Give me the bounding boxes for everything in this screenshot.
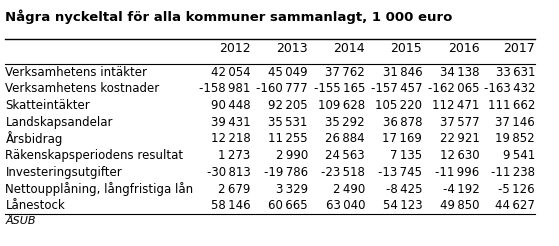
Text: 63 040: 63 040 xyxy=(325,199,365,212)
Text: Landskapsandelar: Landskapsandelar xyxy=(6,116,113,129)
Text: -30 813: -30 813 xyxy=(207,166,250,179)
Text: 12 630: 12 630 xyxy=(440,149,480,162)
Text: 2 490: 2 490 xyxy=(333,183,365,196)
Text: 31 846: 31 846 xyxy=(383,66,422,79)
Text: Några nyckeltal för alla kommuner sammanlagt, 1 000 euro: Några nyckeltal för alla kommuner samman… xyxy=(6,10,453,24)
Text: Investeringsutgifter: Investeringsutgifter xyxy=(6,166,122,179)
Text: -23 518: -23 518 xyxy=(321,166,365,179)
Text: 2013: 2013 xyxy=(276,42,308,55)
Text: 26 884: 26 884 xyxy=(325,133,365,145)
Text: 109 628: 109 628 xyxy=(318,99,365,112)
Text: 45 049: 45 049 xyxy=(268,66,308,79)
Text: 7 135: 7 135 xyxy=(390,149,422,162)
Text: -4 192: -4 192 xyxy=(443,183,480,196)
Text: 35 531: 35 531 xyxy=(268,116,308,129)
Text: 60 665: 60 665 xyxy=(268,199,308,212)
Text: 12 218: 12 218 xyxy=(211,133,250,145)
Text: -162 065: -162 065 xyxy=(428,82,480,95)
Text: 92 205: 92 205 xyxy=(268,99,308,112)
Text: 2 679: 2 679 xyxy=(218,183,250,196)
Text: 1 273: 1 273 xyxy=(219,149,250,162)
Text: 9 541: 9 541 xyxy=(503,149,535,162)
Text: Lånestock: Lånestock xyxy=(6,199,65,212)
Text: Skatteintäkter: Skatteintäkter xyxy=(6,99,90,112)
Text: 2014: 2014 xyxy=(334,42,365,55)
Text: 58 146: 58 146 xyxy=(211,199,250,212)
Text: Nettoupplåning, långfristiga lån: Nettoupplåning, långfristiga lån xyxy=(6,182,193,196)
Text: 90 448: 90 448 xyxy=(211,99,250,112)
Text: 2 990: 2 990 xyxy=(276,149,308,162)
Text: 49 850: 49 850 xyxy=(440,199,480,212)
Text: 34 138: 34 138 xyxy=(440,66,480,79)
Text: -5 126: -5 126 xyxy=(499,183,535,196)
Text: 105 220: 105 220 xyxy=(375,99,422,112)
Text: Verksamhetens intäkter: Verksamhetens intäkter xyxy=(6,66,148,79)
Text: 54 123: 54 123 xyxy=(383,199,422,212)
Text: -13 745: -13 745 xyxy=(378,166,422,179)
Text: -157 457: -157 457 xyxy=(371,82,422,95)
Text: 33 631: 33 631 xyxy=(496,66,535,79)
Text: -19 786: -19 786 xyxy=(264,166,308,179)
Text: 19 852: 19 852 xyxy=(495,133,535,145)
Text: 111 662: 111 662 xyxy=(488,99,535,112)
Text: -160 777: -160 777 xyxy=(256,82,308,95)
Text: 2016: 2016 xyxy=(448,42,480,55)
Text: 37 146: 37 146 xyxy=(495,116,535,129)
Text: 37 577: 37 577 xyxy=(440,116,480,129)
Text: 36 878: 36 878 xyxy=(383,116,422,129)
Text: Verksamhetens kostnader: Verksamhetens kostnader xyxy=(6,82,160,95)
Text: ÅSUB: ÅSUB xyxy=(6,216,36,227)
Text: 44 627: 44 627 xyxy=(495,199,535,212)
Text: -11 238: -11 238 xyxy=(491,166,535,179)
Text: 2012: 2012 xyxy=(219,42,250,55)
Text: 39 431: 39 431 xyxy=(211,116,250,129)
Text: 112 471: 112 471 xyxy=(432,99,480,112)
Text: 2015: 2015 xyxy=(391,42,422,55)
Text: 2017: 2017 xyxy=(503,42,535,55)
Text: 37 762: 37 762 xyxy=(325,66,365,79)
Text: Räkenskapsperiodens resultat: Räkenskapsperiodens resultat xyxy=(6,149,183,162)
Text: 11 255: 11 255 xyxy=(268,133,308,145)
Text: -11 996: -11 996 xyxy=(435,166,480,179)
Text: -163 432: -163 432 xyxy=(484,82,535,95)
Text: 22 921: 22 921 xyxy=(439,133,480,145)
Text: -8 425: -8 425 xyxy=(386,183,422,196)
Text: Årsbidrag: Årsbidrag xyxy=(6,132,63,146)
Text: 24 563: 24 563 xyxy=(325,149,365,162)
Text: 35 292: 35 292 xyxy=(325,116,365,129)
Text: 3 329: 3 329 xyxy=(276,183,308,196)
Text: -158 981: -158 981 xyxy=(200,82,250,95)
Text: 42 054: 42 054 xyxy=(211,66,250,79)
Text: -155 165: -155 165 xyxy=(314,82,365,95)
Text: 17 169: 17 169 xyxy=(382,133,422,145)
